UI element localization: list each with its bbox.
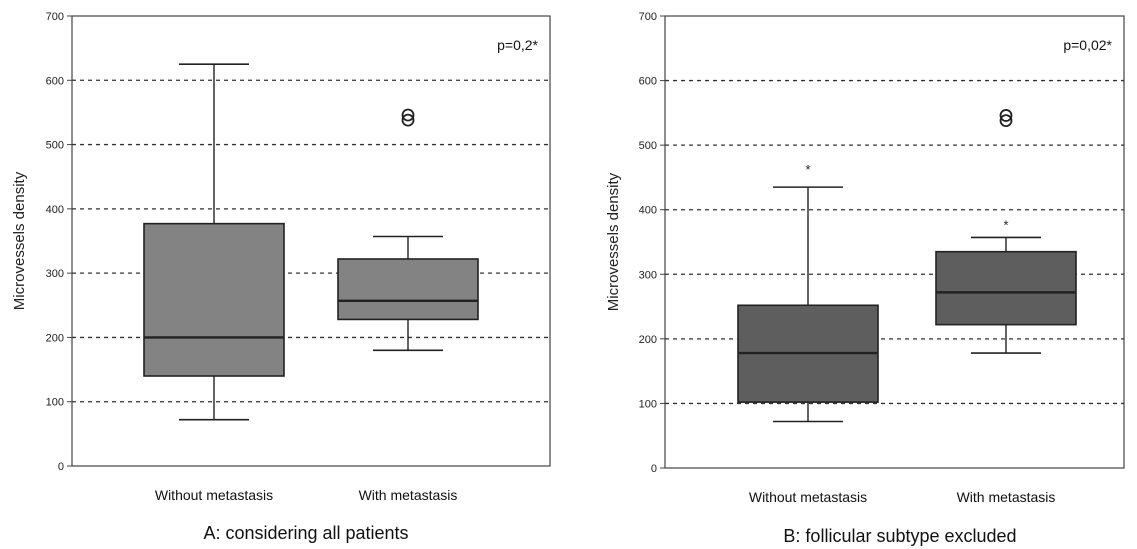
p-value-annotation: p=0,02* — [1063, 37, 1112, 53]
p-value-annotation: p=0,2* — [497, 37, 538, 53]
x-category-label: Without metastasis — [155, 487, 273, 503]
box-1: * — [737, 162, 879, 423]
box-2: * — [935, 109, 1077, 354]
outlier-point — [999, 109, 1013, 122]
y-tick-label: 600 — [46, 75, 64, 87]
y-tick-label: 500 — [46, 140, 64, 152]
panel-caption: B: follicular subtype excluded — [783, 526, 1016, 546]
iqr-box — [143, 222, 285, 377]
y-tick-label: 300 — [639, 269, 657, 281]
chart-panel-2: 0 100 200 300 400 500 600 700 Microvessels densi… — [605, 11, 1125, 546]
extreme-point: * — [805, 162, 810, 177]
plot-frame — [71, 15, 551, 467]
y-tick-label: 0 — [651, 463, 657, 475]
outlier-point — [401, 113, 415, 127]
box-2 — [337, 108, 479, 352]
box-1 — [143, 63, 285, 421]
extreme-point: * — [1003, 218, 1008, 233]
x-category-label: With metastasis — [957, 489, 1056, 505]
panel-caption: A: considering all patients — [203, 523, 408, 543]
y-tick-label: 200 — [46, 332, 64, 344]
y-tick-label: 300 — [46, 268, 64, 280]
iqr-box — [337, 258, 479, 321]
x-category-label: Without metastasis — [749, 489, 867, 505]
plot-frame — [664, 15, 1125, 469]
x-category-label: With metastasis — [359, 487, 458, 503]
y-tick-label: 700 — [46, 11, 64, 23]
y-tick-label: 400 — [46, 204, 64, 216]
y-tick-label: 500 — [639, 140, 657, 152]
outlier-point — [401, 108, 415, 122]
y-tick-label: 0 — [58, 461, 64, 473]
y-axis-label: Microvessels density — [605, 172, 622, 311]
y-tick-label: 100 — [46, 397, 64, 409]
y-tick-label: 600 — [639, 76, 657, 88]
outlier-point — [999, 114, 1013, 128]
y-tick-label: 200 — [639, 334, 657, 346]
iqr-box — [935, 250, 1077, 326]
chart-panel-1: 0 100 200 300 400 500 600 700 Microvessels densi… — [11, 11, 551, 543]
y-axis-label: Microvessels density — [11, 171, 28, 310]
y-tick-label: 100 — [639, 398, 657, 410]
y-tick-label: 700 — [639, 11, 657, 23]
y-tick-label: 400 — [639, 205, 657, 217]
